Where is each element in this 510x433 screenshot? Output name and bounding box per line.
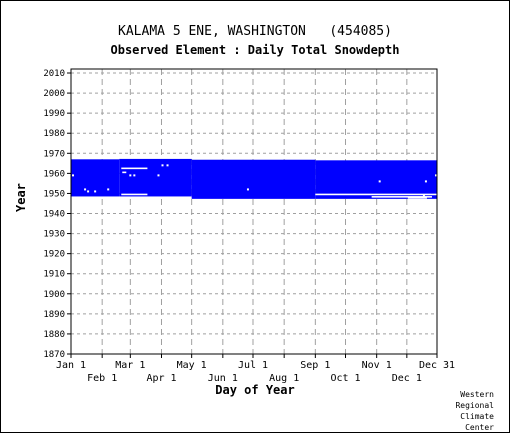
chart-title: KALAMA 5 ENE, WASHINGTON (454085) (118, 24, 392, 39)
y-tick-label: 1880 (43, 330, 65, 340)
missing-data-point (133, 174, 136, 177)
y-tick-label: 1870 (43, 350, 65, 360)
missing-data-segment (315, 193, 437, 196)
y-tick-label: 1990 (43, 109, 65, 119)
missing-data-point (107, 188, 110, 191)
credit-line: Western (460, 390, 494, 399)
x-tick-label: Dec 1 (392, 373, 422, 384)
data-coverage-block (315, 160, 437, 199)
missing-data-point (434, 174, 437, 177)
chart-subtitle: Observed Element : Daily Total Snowdepth (110, 43, 400, 57)
missing-data-point (129, 174, 132, 177)
y-axis-label: Year (14, 183, 28, 212)
x-tick-label: Feb 1 (87, 373, 117, 384)
x-tick-label: Mar 1 (115, 360, 145, 371)
wrcc-credit: Western Regional Climate Center (434, 389, 494, 433)
missing-data-point (422, 194, 425, 197)
missing-data-segment (121, 167, 148, 170)
x-tick-label: Apr 1 (146, 373, 176, 384)
y-tick-label: 1910 (43, 270, 65, 280)
credit-line: Center (465, 423, 494, 432)
missing-data-segment (122, 171, 127, 174)
credit-line: Regional (455, 401, 494, 410)
data-coverage-block (119, 158, 192, 197)
missing-data-point (378, 180, 381, 183)
missing-data-point (161, 164, 164, 167)
x-tick-label: May 1 (177, 360, 207, 371)
y-tick-label: 1970 (43, 149, 65, 159)
y-tick-label: 1940 (43, 210, 65, 220)
data-coverage-block (191, 159, 316, 199)
x-tick-label: Dec 31 (419, 360, 455, 371)
missing-data-point (424, 180, 427, 183)
credit-line: Climate (460, 412, 494, 421)
y-tick-label: 1950 (43, 189, 65, 199)
missing-data-segment (371, 196, 432, 198)
x-tick-label: Jul 1 (238, 360, 268, 371)
missing-data-segment (121, 193, 148, 196)
y-tick-label: 1980 (43, 129, 65, 139)
x-tick-label: Aug 1 (269, 373, 299, 384)
x-tick-label: Jan 1 (56, 360, 86, 371)
data-coverage-block (71, 159, 120, 197)
y-tick-label: 2000 (43, 89, 65, 99)
y-tick-label: 2010 (43, 69, 65, 79)
y-tick-label: 1930 (43, 230, 65, 240)
plot-border (70, 68, 438, 355)
missing-data-point (72, 174, 75, 177)
y-tick-label: 1900 (43, 290, 65, 300)
missing-data-point (157, 174, 160, 177)
x-tick-label: Sep 1 (300, 360, 330, 371)
x-axis-label: Day of Year (215, 383, 295, 397)
missing-data-point (166, 164, 169, 167)
missing-data-point (84, 188, 87, 191)
missing-data-point (94, 190, 97, 193)
missing-data-point (87, 190, 90, 193)
x-tick-label: Jun 1 (208, 373, 238, 384)
x-tick-label: Oct 1 (330, 373, 360, 384)
x-tick-label: Nov 1 (362, 360, 392, 371)
y-tick-label: 1920 (43, 250, 65, 260)
y-tick-label: 1890 (43, 310, 65, 320)
plot-area (71, 69, 437, 354)
missing-data-segment (407, 197, 427, 199)
missing-data-point (246, 188, 249, 191)
y-tick-label: 1960 (43, 169, 65, 179)
